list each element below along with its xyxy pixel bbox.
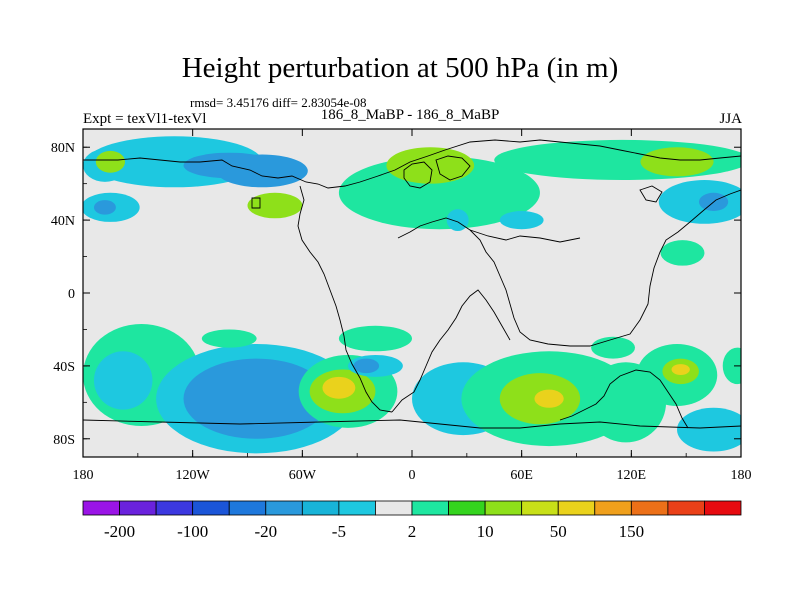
contour-region-20: [183, 358, 330, 439]
colorbar-box-2: [155, 500, 194, 516]
contour-region-6: [93, 200, 116, 215]
x-tick-label: 120W: [176, 468, 211, 483]
colorbar-label: -20: [254, 522, 277, 541]
colorbar-box-12: [521, 500, 559, 516]
contour-region-24: [338, 325, 413, 352]
coastline-arctic-west: [83, 157, 200, 163]
colorbar-box-10: [448, 500, 486, 516]
colorbar-box-7: [338, 500, 376, 516]
coastline-japan: [639, 185, 663, 203]
coastline-antarctic: [83, 419, 741, 429]
colorbar-box-1: [119, 500, 157, 516]
coastline-greenland: [403, 161, 433, 189]
colorbar-label: -100: [177, 522, 208, 541]
contour-region-11: [640, 147, 714, 177]
colorbar-box-11: [484, 500, 523, 516]
x-tick-label: 60W: [289, 468, 317, 483]
colorbar-box-13: [557, 500, 596, 516]
contour-region-25: [201, 329, 257, 348]
contour-region-14: [660, 240, 705, 266]
x-tick-label: 120E: [617, 468, 647, 483]
y-tick-label: 80S: [53, 433, 75, 448]
case-label: 186_8_MaBP - 186_8_MaBP: [320, 107, 500, 123]
stats-label: rmsd= 3.45176 diff= 2.83054e-08: [190, 95, 367, 110]
y-tick-label: 40S: [53, 360, 75, 375]
coastline-australia: [559, 369, 689, 429]
contour-region-27: [353, 358, 380, 374]
contour-region-18: [93, 351, 153, 410]
colorbar-label: 2: [408, 522, 417, 541]
colorbar-label: 150: [619, 522, 645, 541]
colorbar-box-8: [375, 500, 413, 516]
coastline-american-west: [297, 185, 393, 413]
colorbar-label: 10: [477, 522, 494, 541]
colorbar-box-5: [265, 500, 303, 516]
coastline-north-europe: [435, 155, 471, 181]
contour-region-38: [722, 347, 741, 385]
contour-region-15: [446, 209, 469, 232]
colorbar-box-4: [228, 500, 267, 516]
contour-region-2: [216, 154, 308, 188]
colorbar-box-14: [594, 500, 632, 516]
axes: 180 120W 60W 0 60E 120E 180 80N 40N 0 40S 80S: [51, 129, 752, 483]
contour-region-16: [499, 211, 544, 230]
coastlines: [83, 139, 741, 429]
x-tick-label: 180: [73, 468, 94, 483]
contour-region-4: [95, 150, 126, 173]
contour-region-35: [671, 364, 690, 375]
coastline-arabia: [469, 229, 581, 243]
colorbar-box-3: [192, 500, 230, 516]
colorbar-label: -200: [104, 522, 135, 541]
colorbar-label: 50: [550, 522, 567, 541]
y-tick-label: 80N: [51, 141, 75, 156]
x-tick-label: 60E: [510, 468, 533, 483]
chart-title: Height perturbation at 500 hPa (in m): [181, 52, 619, 84]
colorbar-box-15: [630, 500, 669, 516]
x-tick-label: 180: [731, 468, 752, 483]
y-tick-label: 0: [68, 287, 75, 302]
coastline-american-east: [391, 289, 511, 413]
contour-region-7: [247, 192, 303, 219]
coastline-north-america: [199, 139, 741, 189]
colorbar-box-6: [301, 500, 340, 516]
contour-region-37: [591, 336, 635, 359]
coastline-island: [251, 197, 261, 209]
colorbar-box-16: [667, 500, 705, 516]
colorbar: -200 -100 -20 -5 2 10 50 150: [82, 500, 742, 541]
contour-region-8: [338, 156, 540, 230]
colorbar-box-9: [411, 500, 449, 516]
coastline-eurasia: [397, 189, 741, 347]
colorbar-box-0: [82, 500, 120, 516]
x-tick-label: 0: [409, 468, 416, 483]
contour-region-36: [677, 407, 741, 452]
contour-region-31: [534, 389, 564, 408]
y-tick-label: 40N: [51, 214, 75, 229]
contour-region-23: [322, 376, 356, 399]
season-label: JJA: [719, 111, 742, 127]
experiment-label: Expt = texVl1-texVl: [83, 111, 207, 127]
colorbar-box-17: [704, 500, 742, 516]
contour-fields: [83, 136, 741, 454]
colorbar-label: -5: [332, 522, 346, 541]
